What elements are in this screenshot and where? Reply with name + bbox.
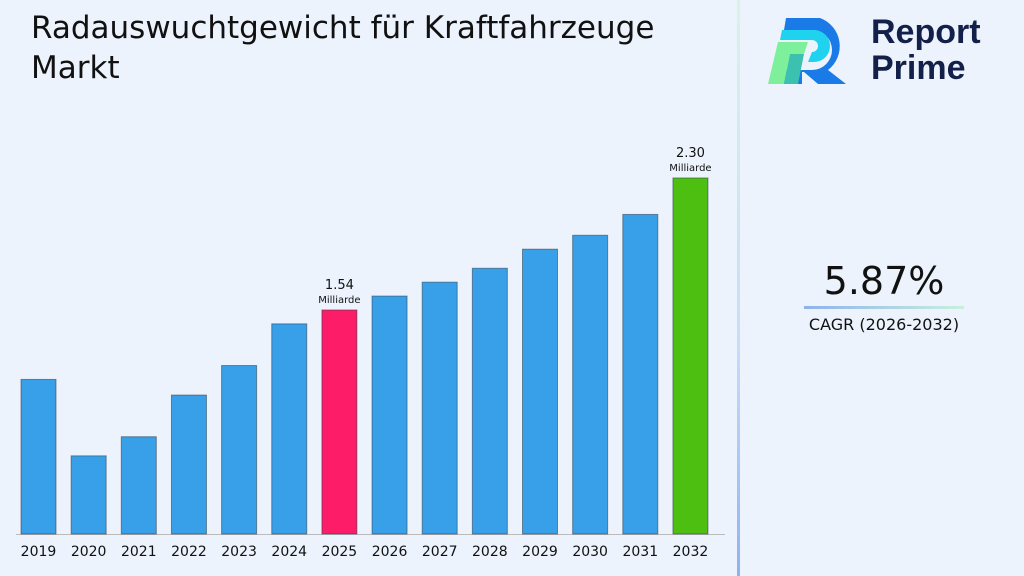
bar-chart: 2019 2020 2021 2022 2023 2024 2025 2026 2027 2028… xyxy=(16,146,725,560)
bar-2032 xyxy=(672,177,709,535)
bar-2023 xyxy=(221,365,258,535)
x-tick-label-2028: 2028 xyxy=(472,544,508,560)
data-label-unit: Milliarde xyxy=(669,163,711,174)
chart-title: Radauswuchtgewicht für Kraftfahrzeuge Ma… xyxy=(31,10,655,86)
logo-line1: Report xyxy=(871,13,981,51)
logo-mark-icon xyxy=(768,18,846,84)
bar-2019 xyxy=(20,378,57,535)
x-tick-label-2022: 2022 xyxy=(171,544,207,560)
data-label-unit: Milliarde xyxy=(318,295,360,306)
x-tick-label-2030: 2030 xyxy=(572,544,608,560)
cagr-value: 5.87% xyxy=(823,259,945,303)
bar-2031 xyxy=(622,213,659,535)
bar-2028 xyxy=(471,267,508,535)
bar-2027 xyxy=(421,281,458,535)
cagr-label: CAGR (2026-2032) xyxy=(808,315,960,334)
bar-2024 xyxy=(271,323,308,535)
bar-2029 xyxy=(522,248,558,535)
x-tick-label-2020: 2020 xyxy=(71,544,107,560)
x-tick-label-2027: 2027 xyxy=(422,544,458,560)
bar-2020 xyxy=(70,455,107,535)
bar-2025 xyxy=(321,309,358,535)
x-tick-label-2021: 2021 xyxy=(121,544,157,560)
x-tick-label-2029: 2029 xyxy=(522,544,558,560)
cagr-underline xyxy=(804,306,964,309)
bar-2030 xyxy=(572,234,609,535)
x-tick-label-2031: 2031 xyxy=(622,544,658,560)
data-label-value: 1.54 xyxy=(325,278,354,293)
bar-2026 xyxy=(371,295,408,535)
logo-line2: Prime xyxy=(871,49,966,87)
report-prime-logo: Report Prime xyxy=(768,14,1008,89)
x-tick-label-2025: 2025 xyxy=(322,544,358,560)
cagr-panel: 5.87% CAGR (2026-2032) xyxy=(800,258,968,334)
x-tick-label-2026: 2026 xyxy=(372,544,408,560)
logo-text: Report Prime xyxy=(871,14,981,86)
bar-2021 xyxy=(120,436,157,535)
x-tick-label-2019: 2019 xyxy=(21,544,57,560)
data-label-value: 2.30 xyxy=(676,146,705,161)
bar-2022 xyxy=(170,394,207,535)
x-tick-label-2024: 2024 xyxy=(271,544,307,560)
x-tick-label-2023: 2023 xyxy=(221,544,257,560)
divider xyxy=(737,0,740,576)
x-tick-label-2032: 2032 xyxy=(673,544,709,560)
